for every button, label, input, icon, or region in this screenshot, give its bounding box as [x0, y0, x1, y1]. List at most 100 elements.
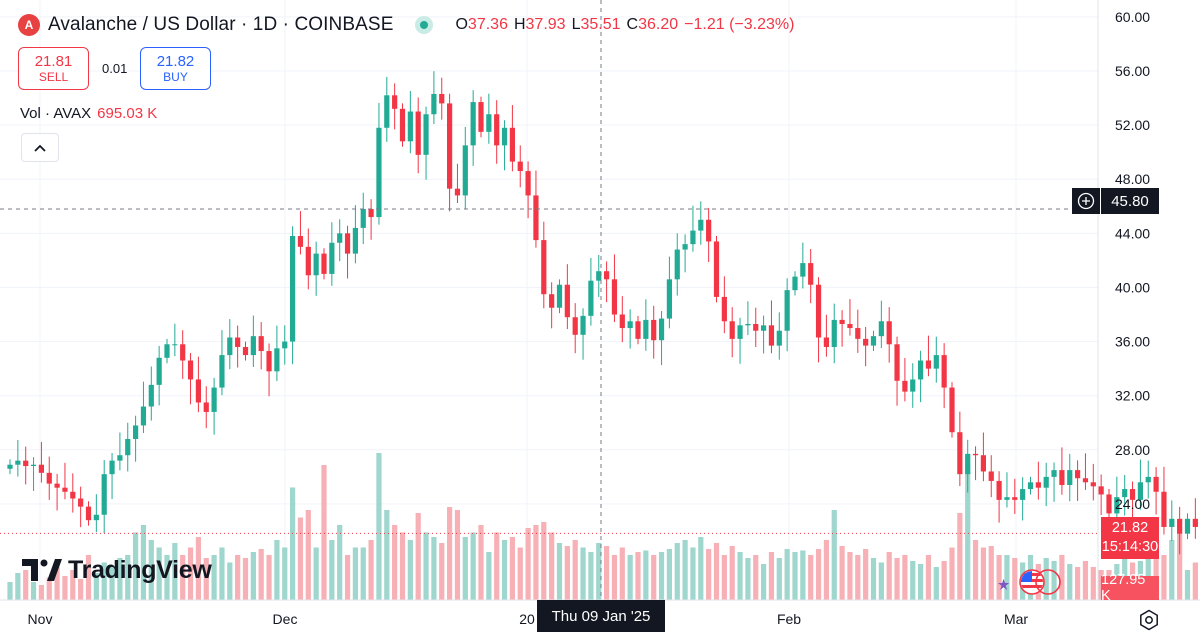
candle-body — [596, 271, 602, 281]
candle-body — [925, 360, 932, 369]
chart-grid — [0, 0, 1098, 600]
candle-body — [870, 336, 877, 346]
volume-bar — [596, 543, 602, 600]
candle-body — [1027, 482, 1034, 490]
volume-bar — [815, 549, 822, 600]
volume-bar — [792, 552, 798, 600]
volume-bar — [195, 537, 201, 600]
candle-body — [46, 472, 52, 484]
volume-bar — [666, 549, 672, 600]
candle-body — [337, 233, 343, 243]
y-tick-label: 28.00 — [1115, 442, 1150, 458]
candle-body — [156, 357, 162, 385]
candle-body — [753, 323, 759, 331]
candle-body — [125, 438, 131, 456]
volume-bar — [242, 558, 249, 600]
gear-icon[interactable] — [1138, 609, 1160, 636]
volume-bar — [894, 558, 900, 600]
us-flag-icons[interactable] — [996, 568, 1066, 605]
sell-button[interactable]: 21.81 SELL — [18, 47, 89, 90]
candle-body — [980, 455, 986, 472]
y-tick-label: 36.00 — [1115, 334, 1150, 350]
candle-body — [180, 344, 186, 361]
last-price-label: 21.82 15:14:30 — [1101, 517, 1159, 559]
candle-body — [431, 93, 437, 115]
candle-body — [690, 230, 696, 245]
volume-bar — [643, 550, 649, 600]
volume-bar — [282, 547, 288, 600]
candle-body — [305, 246, 311, 276]
volume-bar — [305, 510, 311, 600]
candle-body — [148, 384, 154, 407]
volume-bar — [855, 555, 861, 600]
candle-body — [706, 219, 712, 242]
candle-body — [109, 460, 115, 475]
candle-body — [737, 325, 743, 339]
volume-bar — [886, 552, 892, 600]
volume-bar — [753, 555, 759, 600]
candle-countdown: 15:14:30 — [1101, 539, 1159, 555]
volume-bar — [1067, 564, 1073, 600]
volume-bar — [337, 525, 343, 600]
y-tick-label: 40.00 — [1115, 279, 1150, 295]
volume-bar — [572, 540, 578, 600]
volume-bar — [187, 547, 194, 600]
symbol-title[interactable]: Avalanche / US Dollar · 1D · COINBASE — [48, 14, 394, 35]
candle-body — [666, 279, 672, 319]
volume-bar — [556, 543, 563, 600]
chart-header: A Avalanche / US Dollar · 1D · COINBASE … — [18, 12, 800, 38]
candle-body — [7, 464, 13, 469]
candle-body — [399, 108, 406, 142]
volume-bar — [125, 555, 131, 600]
volume-bar — [525, 528, 531, 600]
candle-body — [258, 336, 264, 352]
volume-bar — [808, 555, 814, 600]
candle-body — [721, 296, 727, 322]
collapse-legend-button[interactable] — [21, 133, 59, 162]
candle-body — [1051, 470, 1057, 477]
plus-circle-icon[interactable] — [1072, 188, 1100, 214]
sell-label: SELL — [38, 69, 69, 84]
volume-bar — [980, 547, 986, 600]
candle-body — [1004, 497, 1010, 500]
candle-body — [1067, 470, 1073, 485]
buy-button[interactable]: 21.82 BUY — [140, 47, 211, 90]
candle-body — [643, 319, 649, 339]
candle-body — [564, 284, 570, 318]
candle-body — [203, 402, 209, 412]
volume-bar — [611, 555, 618, 600]
candle-body — [30, 464, 37, 467]
tradingview-logo[interactable]: TradingView — [22, 556, 212, 585]
candle-body — [1090, 482, 1096, 487]
candle-body — [761, 325, 767, 331]
candle-body — [321, 253, 327, 274]
volume-bar — [470, 532, 476, 600]
candle-body — [682, 244, 688, 250]
volume-bar — [415, 513, 421, 600]
volume-bar — [627, 555, 633, 600]
volume-bar — [831, 510, 837, 600]
x-tick-label: Feb — [777, 611, 801, 627]
candle-body — [902, 380, 908, 392]
volume-bar — [910, 561, 916, 600]
candle-body — [447, 103, 453, 189]
volume-bar — [290, 487, 296, 600]
volume-bar — [462, 537, 468, 600]
volume-bar — [878, 562, 884, 600]
candle-body — [187, 360, 194, 380]
volume-bar — [62, 576, 68, 600]
volume-bar — [941, 561, 947, 600]
volume-bar — [203, 558, 209, 600]
volume-bar — [368, 540, 374, 600]
candle-body — [855, 328, 861, 339]
market-status-icon[interactable] — [415, 16, 434, 34]
candle-body — [376, 127, 382, 218]
volume-bar — [93, 573, 99, 600]
candle-body — [1082, 478, 1089, 483]
candle-body — [78, 498, 84, 507]
candle-body — [713, 241, 720, 297]
volume-bar — [219, 547, 225, 600]
volume-bar — [250, 552, 256, 600]
volume-bar — [635, 552, 641, 600]
